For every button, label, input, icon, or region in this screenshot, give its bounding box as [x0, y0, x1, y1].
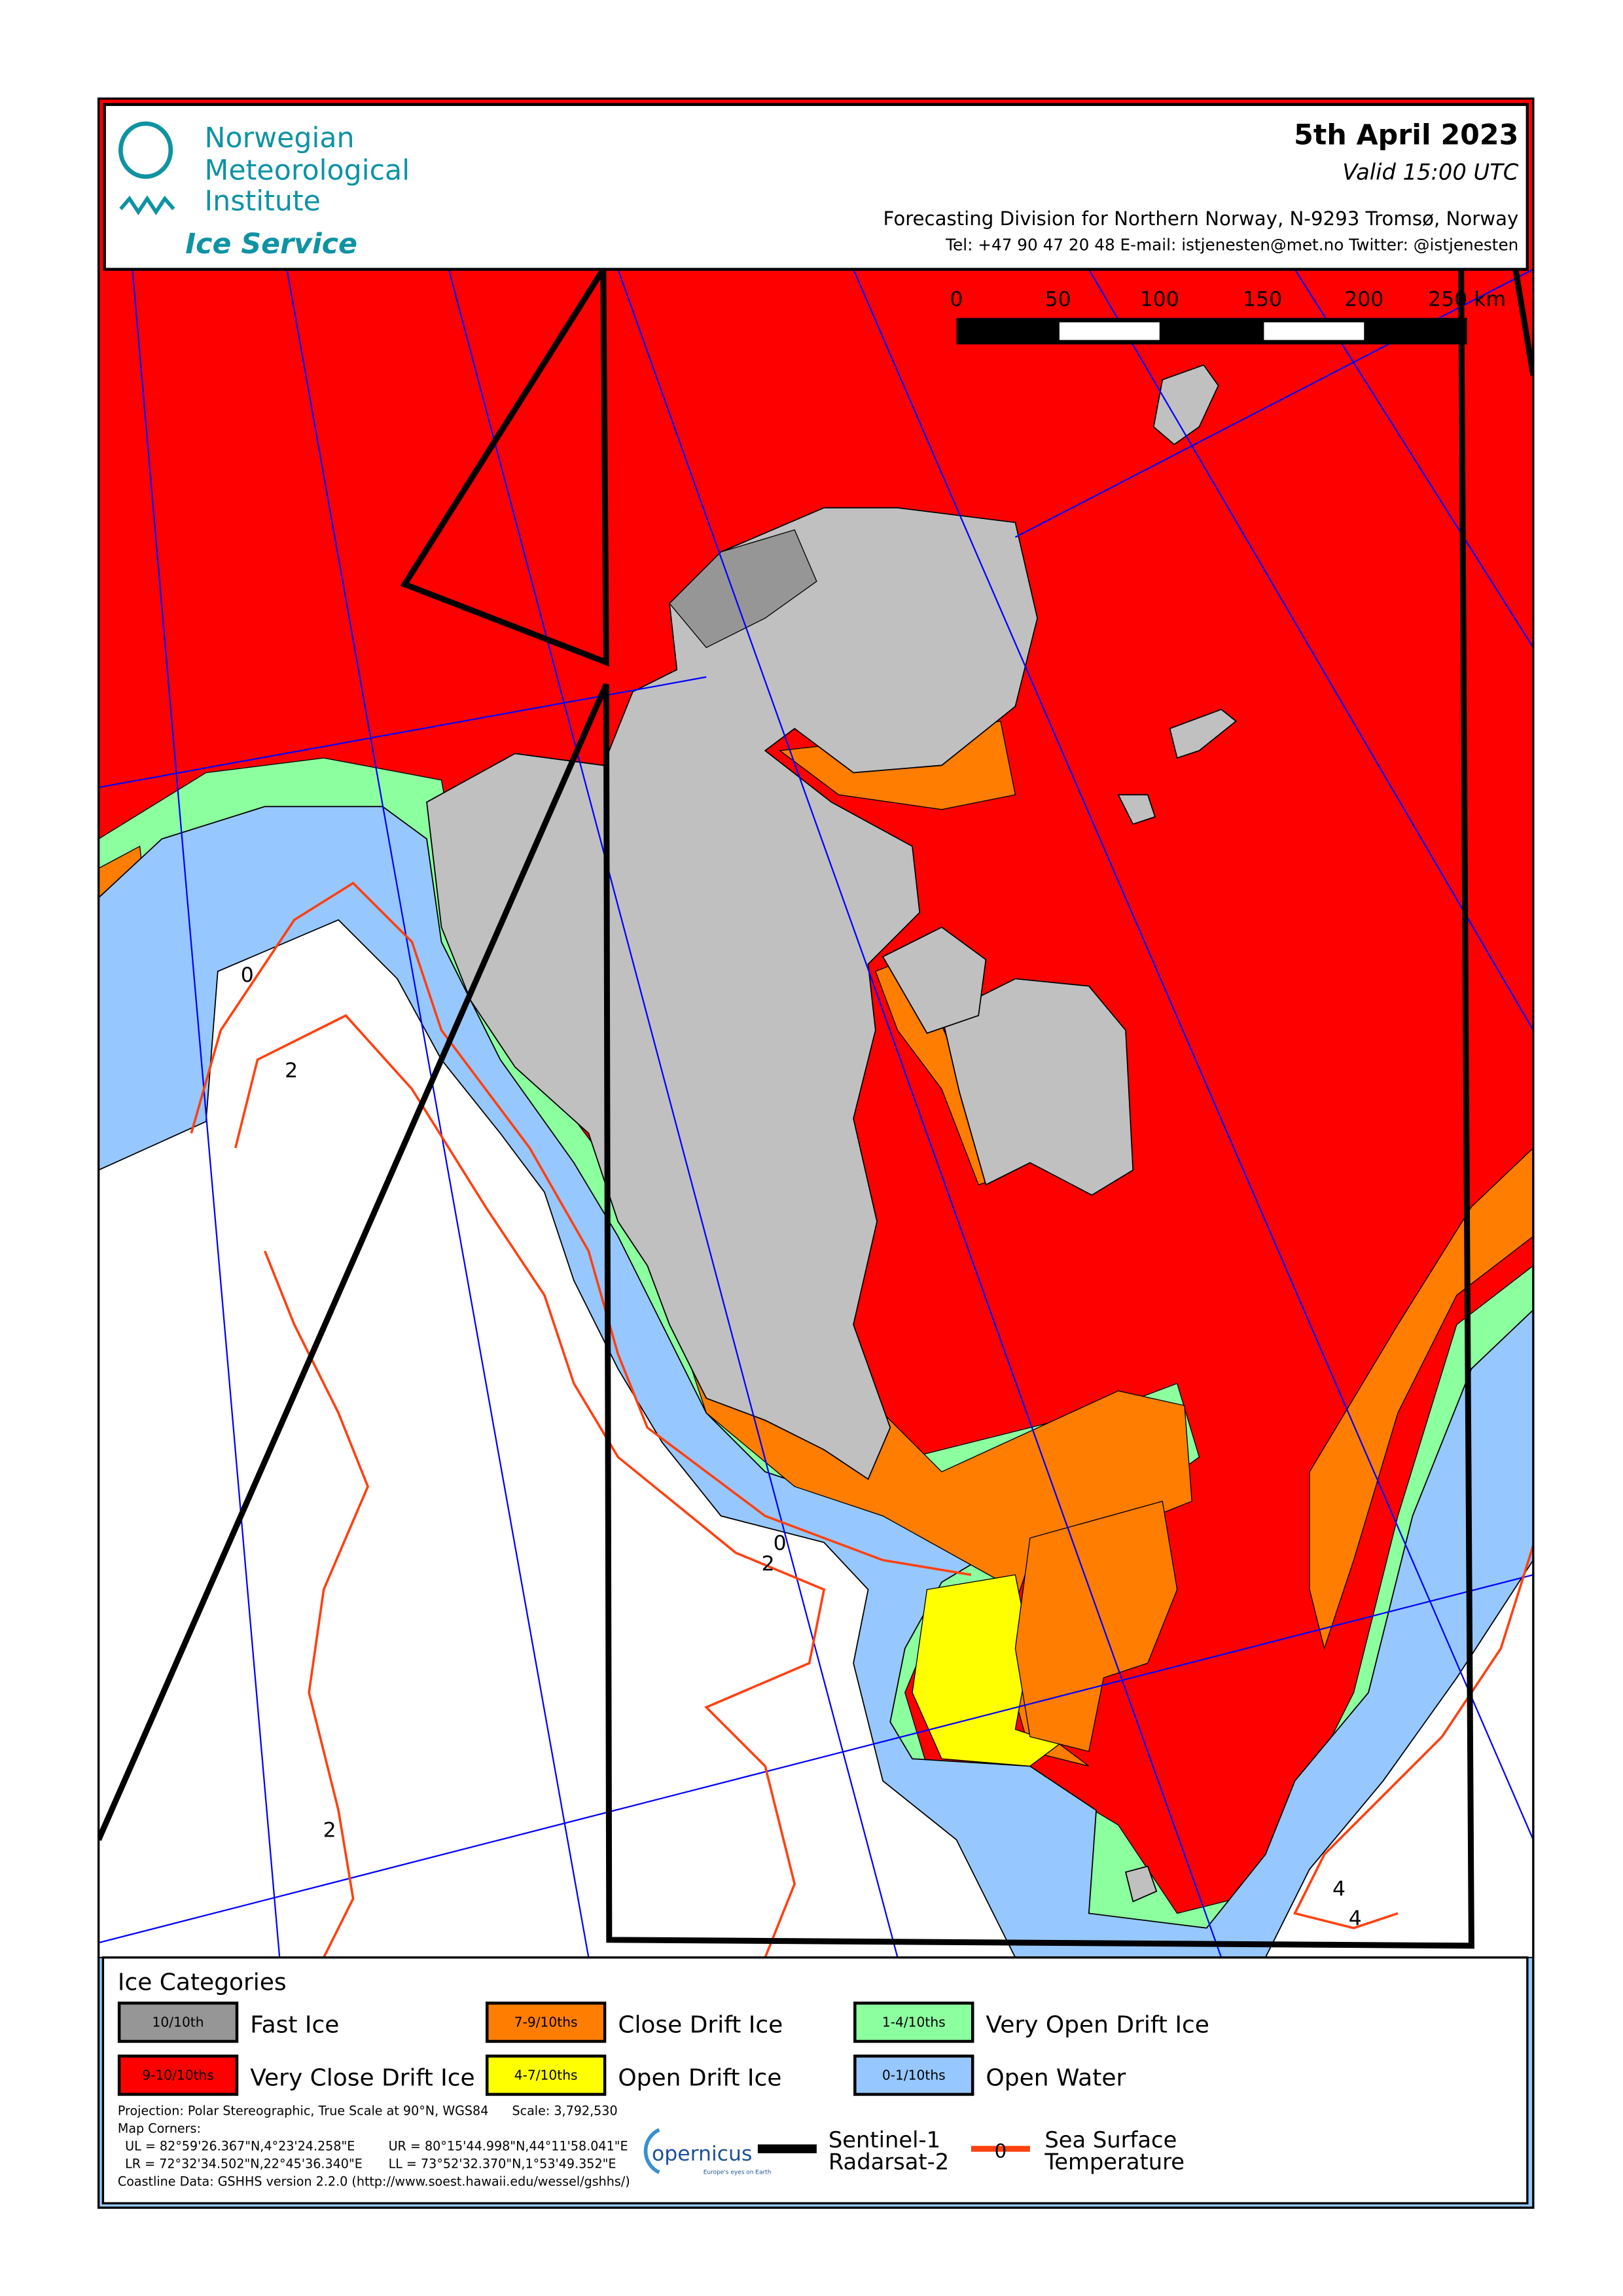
kong-karls-land — [1169, 708, 1238, 759]
legend: Ice Categories 10/10th Fast Ice 7-9/10th… — [101, 1956, 1529, 2205]
edgeoya-land — [940, 978, 1134, 1196]
open-water-white-east — [1264, 1558, 1533, 1958]
open-water-white-west — [98, 919, 1016, 1958]
sst-label-2: Temperature — [1044, 2149, 1185, 2175]
legend-item-very-close-drift-ice: 9-10/10ths Very Close Drift Ice — [117, 2054, 475, 2096]
svg-text:Very Close Drift Ice: Very Close Drift Ice — [250, 2064, 474, 2091]
scale-tick: 50 — [1045, 288, 1071, 312]
map-frame — [97, 97, 1535, 2209]
sst-labels: 0 2 0 2 2 4 4 — [241, 963, 1362, 1930]
org-name-line3: Institute — [205, 185, 321, 218]
coverage-triangle — [400, 259, 609, 667]
close-drift-ice-east — [1309, 1147, 1533, 1650]
fast-ice-fjord — [669, 529, 817, 649]
svg-text:7-9/10ths: 7-9/10ths — [514, 2014, 578, 2030]
svg-text:Close Drift Ice: Close Drift Ice — [618, 2011, 783, 2038]
close-drift-ice-bay — [1014, 1500, 1178, 1752]
bjornoya-land — [1124, 1865, 1158, 1903]
legend-item-very-open-drift-ice: 1-4/10ths Very Open Drift Ice — [853, 2001, 1209, 2043]
corner-ll: LL = 73°52'32.370"N,1°53'49.352"E — [389, 2156, 616, 2171]
sst-label: 4 — [1349, 1907, 1362, 1930]
sst-label: 2 — [323, 1818, 336, 1842]
scale-tick: 250 km — [1428, 288, 1506, 312]
hopen-land — [1117, 794, 1156, 825]
sst-label: 2 — [762, 1552, 775, 1575]
legend-item-close-drift-ice: 7-9/10ths Close Drift Ice — [485, 2001, 783, 2043]
copernicus-logo: opernicus Europe's eyes on Earth — [643, 2128, 772, 2176]
org-name-line2: Meteorological — [205, 154, 410, 187]
graticule — [98, 268, 1533, 1958]
satellite-line-symbol — [757, 2144, 817, 2153]
legend-item-fast-ice: 10/10th Fast Ice — [117, 2001, 339, 2043]
legend-item-open-drift-ice: 4-7/10ths Open Drift Ice — [485, 2054, 781, 2096]
map-corners-title: Map Corners: — [118, 2121, 201, 2136]
legend-title: Ice Categories — [118, 1969, 287, 1996]
projection-info: Projection: Polar Stereographic, True Sc… — [118, 2103, 489, 2118]
contact-info: Tel: +47 90 47 20 48 E-mail: istjenesten… — [945, 235, 1518, 254]
met-logo-circle-icon — [118, 121, 173, 179]
svg-text:0-1/10ths: 0-1/10ths — [882, 2067, 946, 2083]
met-logo-wave-icon — [119, 195, 175, 215]
sst-label: 0 — [241, 963, 254, 987]
svg-text:Fast Ice: Fast Ice — [250, 2011, 339, 2038]
scale-tick: 100 — [1140, 288, 1179, 312]
corner-ur: UR = 80°15'44.998"N,44°11'58.041"E — [389, 2138, 628, 2153]
satellite-label-1: Sentinel-1 — [829, 2127, 940, 2153]
sst-label: 0 — [774, 1532, 787, 1555]
legend-item-open-water: 0-1/10ths Open Water — [853, 2054, 1126, 2096]
svg-text:4-7/10ths: 4-7/10ths — [514, 2067, 578, 2083]
svg-text:1-4/10ths: 1-4/10ths — [882, 2014, 946, 2030]
division-address: Forecasting Division for Northern Norway… — [883, 207, 1519, 230]
org-name-line1: Norwegian — [205, 122, 355, 154]
header: Norwegian Meteorological Institute Ice S… — [103, 103, 1529, 271]
svg-text:10/10th: 10/10th — [152, 2014, 204, 2030]
sst-label-1: Sea Surface — [1044, 2127, 1177, 2153]
satellite-coverage — [98, 259, 1533, 1949]
sst-line-symbol — [971, 2145, 1030, 2152]
svg-text:Very Open Drift Ice: Very Open Drift Ice — [986, 2011, 1209, 2038]
svg-text:9-10/10ths: 9-10/10ths — [142, 2067, 214, 2083]
svg-text:Europe's eyes on Earth: Europe's eyes on Earth — [704, 2169, 772, 2176]
map-area: 0 2 0 2 2 4 4 0 50 100 150 200 250 km — [98, 98, 1533, 2208]
ice-service-title: Ice Service — [185, 228, 357, 260]
scale-tick: 150 — [1243, 288, 1282, 312]
scale-tick: 200 — [1344, 288, 1383, 312]
barentsoya-land — [882, 926, 987, 1034]
corner-ul: UL = 82°59'26.367"N,4°23'24.258"E — [125, 2138, 355, 2153]
scale-info: Scale: 3,792,530 — [512, 2103, 617, 2118]
sst-label: 2 — [285, 1059, 298, 1083]
sst-label: 4 — [1332, 1877, 1346, 1901]
chart-date: 5th April 2023 — [1294, 118, 1518, 151]
sst-symbol-label: 0 — [995, 2140, 1007, 2162]
svg-text:Open Drift Ice: Open Drift Ice — [618, 2064, 781, 2091]
svg-text:opernicus: opernicus — [652, 2142, 752, 2166]
coverage-swath — [98, 269, 1474, 1949]
scale-bar: 0 50 100 150 200 250 km — [950, 288, 1506, 345]
satellite-label-2: Radarsat-2 — [829, 2149, 949, 2175]
coastline-info: Coastline Data: GSHHS version 2.2.0 (htt… — [118, 2174, 630, 2189]
scale-tick: 0 — [950, 288, 963, 312]
corner-lr: LR = 72°32'34.502"N,22°45'36.340"E — [125, 2156, 363, 2171]
svg-text:Open Water: Open Water — [986, 2064, 1126, 2091]
kvitoya-land — [1152, 364, 1219, 446]
land — [426, 364, 1238, 1903]
valid-time: Valid 15:00 UTC — [1342, 159, 1519, 185]
